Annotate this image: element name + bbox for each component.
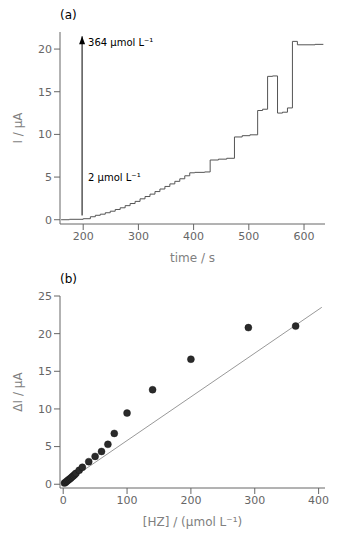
svg-text:20: 20 <box>38 43 52 56</box>
svg-text:0: 0 <box>60 494 67 507</box>
svg-text:15: 15 <box>38 365 52 378</box>
html-text:(a): (a) <box>60 8 77 22</box>
svg-text:5: 5 <box>45 440 52 453</box>
svg-text:10: 10 <box>38 403 52 416</box>
svg-text:5: 5 <box>45 171 52 184</box>
html-text:(b): (b) <box>60 272 77 286</box>
svg-text:10: 10 <box>38 128 52 141</box>
svg-text:[HZ] / (μmol L⁻¹): [HZ] / (μmol L⁻¹) <box>143 515 242 529</box>
svg-text:ΔI / μA: ΔI / μA <box>11 372 25 412</box>
svg-text:20: 20 <box>38 328 52 341</box>
svg-text:2 μmol L⁻¹: 2 μmol L⁻¹ <box>88 172 141 183</box>
svg-text:200: 200 <box>180 494 201 507</box>
svg-text:I / μA: I / μA <box>11 112 25 144</box>
svg-text:25: 25 <box>38 290 52 303</box>
svg-text:300: 300 <box>244 494 265 507</box>
svg-text:100: 100 <box>117 494 138 507</box>
svg-text:400: 400 <box>183 230 204 243</box>
svg-text:0: 0 <box>45 214 52 227</box>
svg-text:400: 400 <box>308 494 329 507</box>
svg-text:300: 300 <box>128 230 149 243</box>
svg-text:time / s: time / s <box>170 251 215 265</box>
svg-text:500: 500 <box>238 230 259 243</box>
svg-text:200: 200 <box>73 230 94 243</box>
svg-text:0: 0 <box>45 478 52 491</box>
svg-text:600: 600 <box>294 230 315 243</box>
svg-text:364 μmol L⁻¹: 364 μmol L⁻¹ <box>88 37 153 48</box>
svg-text:15: 15 <box>38 86 52 99</box>
